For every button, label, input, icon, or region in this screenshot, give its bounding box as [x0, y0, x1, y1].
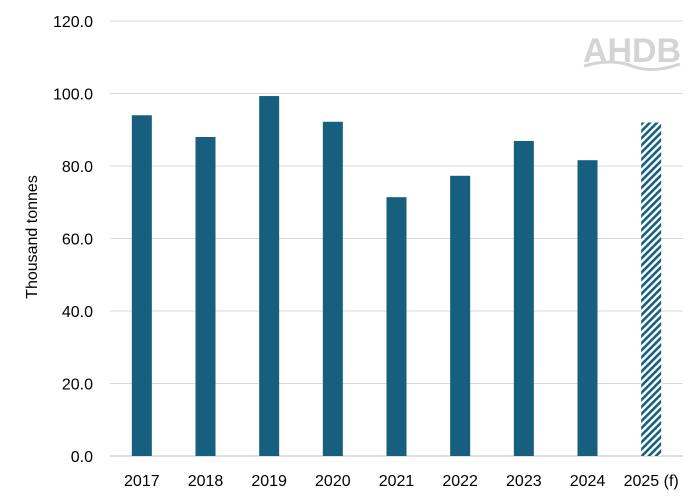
bar [386, 197, 407, 457]
y-tick-label: 0.0 [71, 449, 93, 466]
x-tick-labels: 2017 2018 2019 2020 2021 2022 2023 2024 2025 (f) [124, 473, 679, 490]
bar [577, 160, 598, 456]
bar [131, 115, 152, 456]
bar [195, 137, 216, 456]
bar [259, 96, 280, 456]
x-tick-label: 2023 [506, 473, 542, 490]
x-tick-label: 2024 [570, 473, 606, 490]
logo-swoosh [583, 60, 681, 71]
x-tick-label: 2021 [379, 473, 415, 490]
x-tick-label: 2022 [442, 473, 478, 490]
bars [131, 96, 662, 457]
bar-forecast [641, 122, 662, 456]
bar [450, 175, 471, 456]
y-axis-title: Thousand tonnes [24, 175, 41, 299]
y-tick-label: 20.0 [62, 377, 93, 394]
y-tick-label: 80.0 [62, 159, 93, 176]
y-tick-label: 40.0 [62, 304, 93, 321]
x-tick-label: 2018 [188, 473, 224, 490]
y-tick-label: 120.0 [53, 14, 93, 31]
ahdb-logo: AHDB [583, 32, 681, 71]
x-tick-label: 2019 [251, 473, 287, 490]
x-tick-label: 2017 [124, 473, 160, 490]
x-tick-label: 2025 (f) [624, 473, 679, 490]
y-tick-label: 60.0 [62, 232, 93, 249]
y-tick-labels: 0.0 20.0 40.0 60.0 80.0 100.0 120.0 [53, 14, 93, 466]
bar [513, 140, 534, 457]
y-tick-label: 100.0 [53, 87, 93, 104]
x-tick-label: 2020 [315, 473, 351, 490]
bar [322, 121, 343, 457]
